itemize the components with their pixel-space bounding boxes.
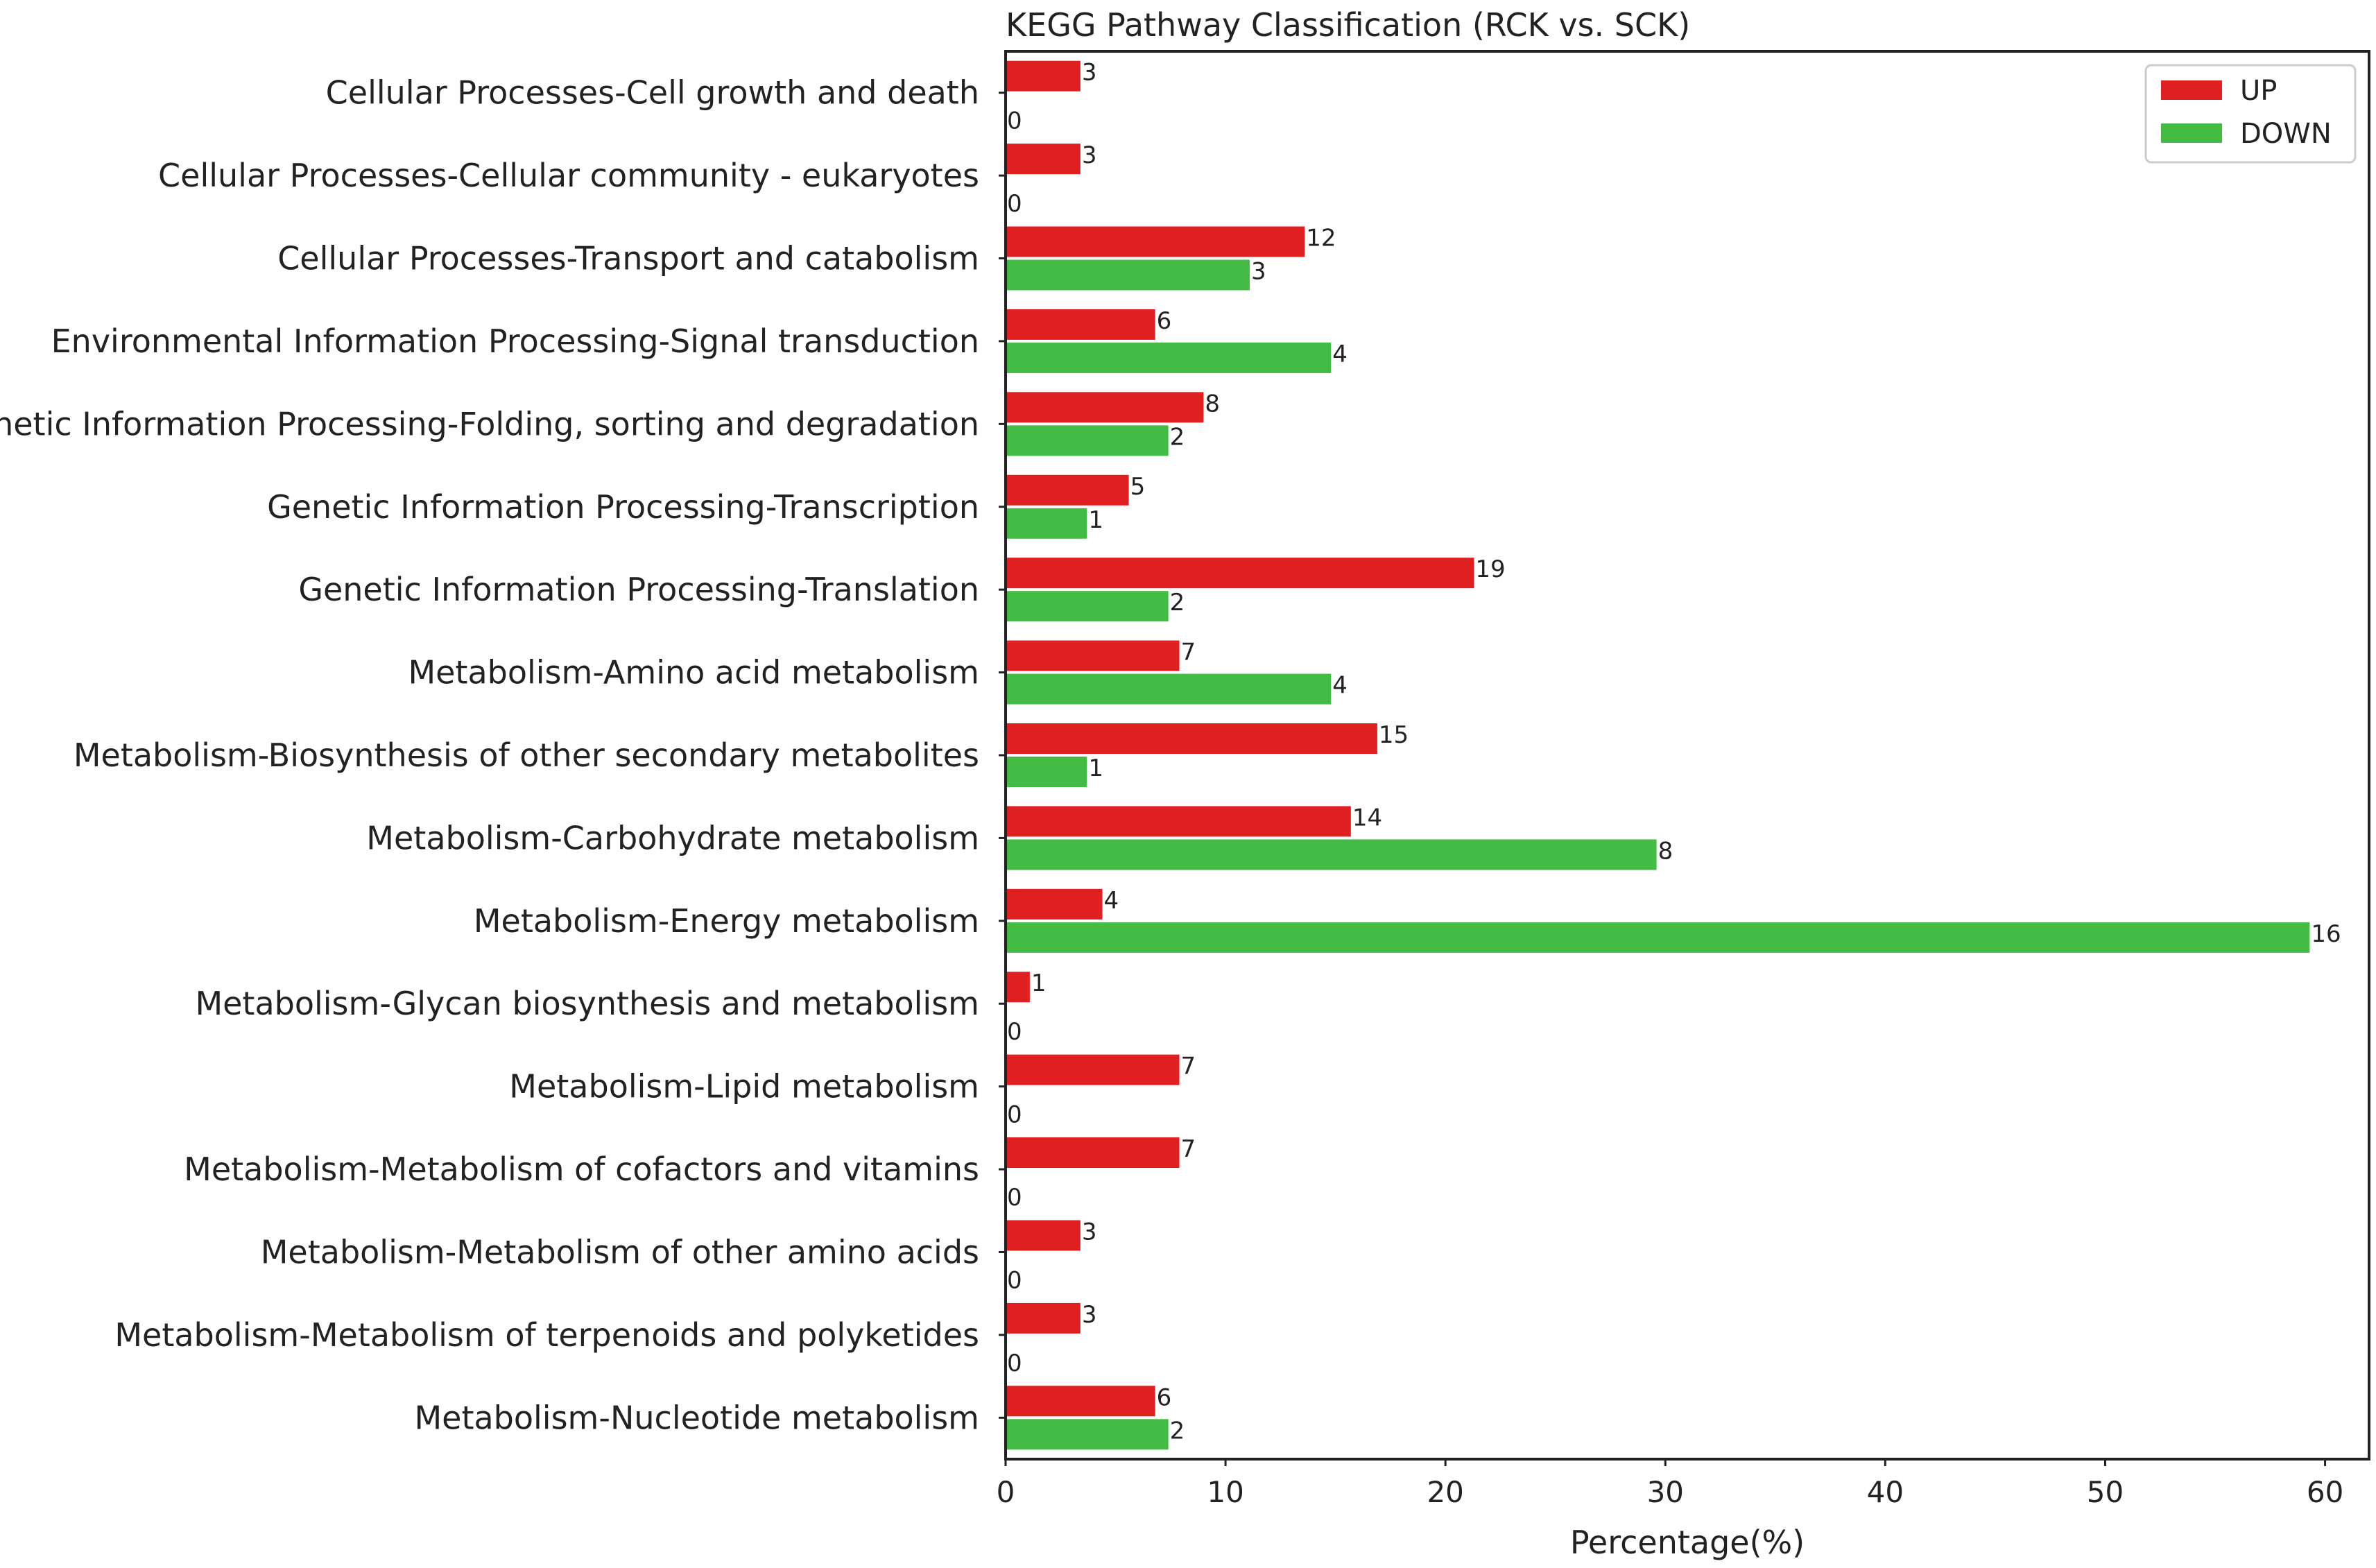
bar-down: [1006, 342, 1332, 373]
y-tick-label: Cellular Processes-Cell growth and death: [326, 74, 979, 112]
bar-up: [1006, 144, 1081, 175]
x-axis-label: Percentage(%): [1570, 1524, 1805, 1561]
y-tick-label: Genetic Information Processing-Translati…: [298, 571, 979, 608]
bar-up: [1006, 60, 1081, 92]
bar-up: [1006, 1220, 1081, 1251]
bar-up: [1006, 558, 1474, 589]
bar-value-label: 3: [1251, 258, 1266, 286]
y-tick-label: Metabolism-Metabolism of terpenoids and …: [114, 1316, 979, 1354]
x-tick-label: 40: [1867, 1475, 1904, 1509]
y-tick-label: Metabolism-Amino acid metabolism: [408, 654, 979, 691]
bar-up: [1006, 1054, 1180, 1085]
y-tick-label: Metabolism-Metabolism of other amino aci…: [261, 1233, 979, 1270]
bar-value-label: 1: [1088, 506, 1103, 534]
bar-value-label: 1: [1088, 755, 1103, 782]
bar-value-label: 0: [1007, 107, 1022, 135]
bar-down: [1006, 922, 2310, 953]
legend-swatch-down: [2161, 123, 2222, 143]
bar-value-label: 12: [1306, 225, 1336, 252]
y-tick-label: Metabolism-Metabolism of cofactors and v…: [184, 1151, 979, 1188]
x-tick-label: 10: [1207, 1475, 1243, 1509]
legend: UP DOWN: [2144, 64, 2357, 164]
x-tick-label: 0: [997, 1475, 1015, 1509]
bar-up: [1006, 226, 1305, 257]
bar-value-label: 2: [1170, 423, 1185, 451]
y-tick-label: Environmental Information Processing-Sig…: [51, 322, 979, 360]
x-tick-label: 30: [1647, 1475, 1684, 1509]
bar-value-label: 8: [1205, 390, 1220, 417]
bar-down: [1006, 757, 1087, 787]
bar-value-label: 0: [1007, 1350, 1022, 1377]
y-tick-label: Metabolism-Lipid metabolism: [509, 1068, 979, 1105]
y-tick-label: Genetic Information Processing-Transcrip…: [267, 488, 979, 526]
bar-value-label: 3: [1082, 141, 1097, 169]
y-tick-label: Metabolism-Energy metabolism: [474, 902, 979, 940]
bar-value-label: 7: [1181, 1135, 1196, 1163]
bar-down: [1006, 1419, 1169, 1450]
bar-value-label: 5: [1130, 473, 1146, 501]
bar-value-label: 14: [1352, 804, 1382, 832]
bar-down: [1006, 425, 1169, 456]
bar-value-label: 0: [1007, 1101, 1022, 1129]
bar-value-label: 2: [1170, 589, 1185, 617]
bar-value-label: 7: [1181, 1053, 1196, 1080]
y-tick-label: Metabolism-Nucleotide metabolism: [414, 1399, 979, 1436]
bar-value-label: 15: [1379, 721, 1409, 749]
bar-up: [1006, 309, 1155, 340]
bar-value-label: 6: [1157, 307, 1172, 335]
bar-up: [1006, 806, 1351, 837]
bar-value-label: 8: [1658, 837, 1673, 865]
y-tick-label: Genetic Information Processing-Folding, …: [0, 405, 979, 442]
legend-label: UP: [2240, 75, 2277, 107]
bar-down: [1006, 839, 1657, 870]
plot-frame: [1004, 50, 2370, 1461]
bar-value-label: 16: [2311, 920, 2341, 948]
bar-up: [1006, 888, 1103, 920]
bar-value-label: 3: [1082, 59, 1097, 87]
y-tick-label: Cellular Processes-Transport and catabol…: [277, 240, 979, 277]
bar-up: [1006, 392, 1204, 423]
y-tick-label: Metabolism-Glycan biosynthesis and metab…: [195, 985, 979, 1022]
x-tick-label: 50: [2087, 1475, 2124, 1509]
bar-up: [1006, 972, 1030, 1003]
bar-up: [1006, 723, 1377, 754]
bar-value-label: 1: [1031, 970, 1047, 997]
bar-up: [1006, 1302, 1081, 1334]
bar-value-label: 4: [1332, 341, 1348, 368]
bar-down: [1006, 591, 1169, 622]
bar-value-label: 0: [1007, 1184, 1022, 1212]
chart-title: KEGG Pathway Classification (RCK vs. SCK…: [1006, 6, 1690, 44]
bar-up: [1006, 640, 1180, 671]
bar-value-label: 19: [1475, 555, 1505, 583]
x-tick-label: 20: [1427, 1475, 1463, 1509]
bar-up: [1006, 1137, 1180, 1169]
bar-up: [1006, 474, 1129, 506]
bar-down: [1006, 673, 1332, 705]
bar-value-label: 3: [1082, 1218, 1097, 1246]
bar-value-label: 6: [1157, 1384, 1172, 1411]
bar-value-label: 0: [1007, 190, 1022, 218]
bar-value-label: 4: [1332, 672, 1348, 700]
bar-value-label: 0: [1007, 1018, 1022, 1046]
bar-value-label: 0: [1007, 1266, 1022, 1294]
bar-down: [1006, 508, 1087, 539]
legend-swatch-up: [2161, 80, 2222, 100]
legend-label: DOWN: [2240, 118, 2332, 150]
plot-area: Cellular Processes-Cell growth and death…: [0, 59, 2343, 1509]
y-tick-label: Metabolism-Carbohydrate metabolism: [366, 819, 979, 856]
x-tick-label: 60: [2307, 1475, 2343, 1509]
bar-value-label: 3: [1082, 1301, 1097, 1329]
y-tick-label: Cellular Processes-Cellular community - …: [158, 157, 979, 194]
bar-up: [1006, 1386, 1155, 1417]
bar-value-label: 4: [1104, 887, 1119, 915]
y-tick-label: Metabolism-Biosynthesis of other seconda…: [74, 736, 979, 774]
bar-down: [1006, 259, 1250, 291]
bar-value-label: 2: [1170, 1417, 1185, 1445]
bar-value-label: 7: [1181, 639, 1196, 666]
